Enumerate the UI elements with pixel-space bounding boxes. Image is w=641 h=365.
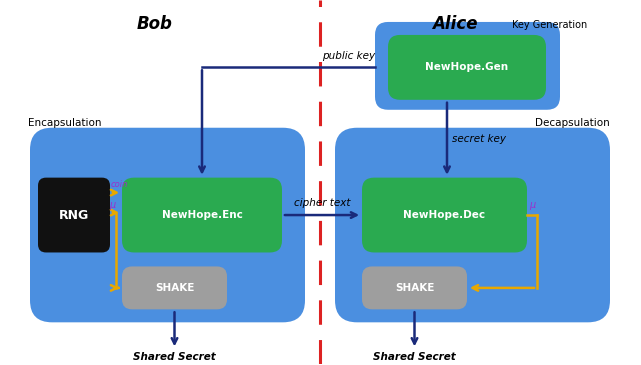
Text: Bob: Bob: [137, 15, 173, 33]
Text: Key Generation: Key Generation: [512, 20, 588, 30]
Text: public key: public key: [322, 51, 375, 61]
Text: SHAKE: SHAKE: [395, 283, 434, 293]
FancyBboxPatch shape: [335, 128, 610, 322]
FancyBboxPatch shape: [38, 178, 110, 253]
Text: SHAKE: SHAKE: [155, 283, 194, 293]
FancyBboxPatch shape: [122, 266, 227, 310]
Text: Shared Secret: Shared Secret: [373, 352, 456, 362]
Text: NewHope.Gen: NewHope.Gen: [426, 62, 508, 72]
FancyBboxPatch shape: [362, 178, 527, 253]
Text: RNG: RNG: [59, 208, 89, 222]
Text: cipher text: cipher text: [294, 198, 350, 208]
Text: μ: μ: [529, 200, 535, 210]
Text: Shared Secret: Shared Secret: [133, 352, 216, 362]
FancyBboxPatch shape: [362, 266, 467, 310]
Text: μ: μ: [109, 200, 115, 210]
FancyBboxPatch shape: [375, 22, 560, 110]
FancyBboxPatch shape: [388, 35, 546, 100]
Text: coin: coin: [111, 180, 128, 189]
Text: NewHope.Enc: NewHope.Enc: [162, 210, 242, 220]
FancyBboxPatch shape: [30, 128, 305, 322]
Text: Alice: Alice: [432, 15, 478, 33]
Text: Decapsulation: Decapsulation: [535, 118, 610, 128]
Text: Encapsulation: Encapsulation: [28, 118, 101, 128]
Text: NewHope.Dec: NewHope.Dec: [403, 210, 486, 220]
FancyBboxPatch shape: [122, 178, 282, 253]
Text: secret key: secret key: [452, 134, 506, 144]
